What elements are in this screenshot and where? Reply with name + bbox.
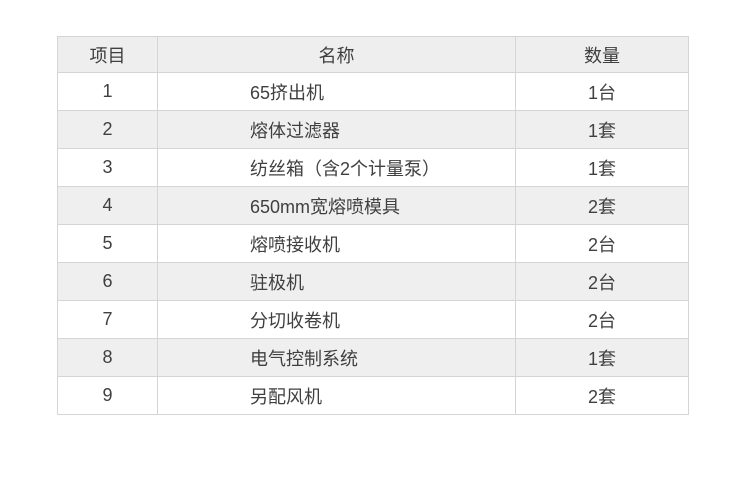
cell-qty: 2套	[515, 186, 689, 225]
cell-name: 电气控制系统	[157, 338, 516, 377]
cell-qty: 2台	[515, 224, 689, 263]
table-row: 4 650mm宽熔喷模具 2套	[57, 186, 689, 225]
cell-qty: 2套	[515, 376, 689, 415]
col-header-name: 名称	[157, 36, 516, 73]
table-row: 2 熔体过滤器 1套	[57, 110, 689, 149]
cell-qty: 2台	[515, 300, 689, 339]
table-header-row: 项目 名称 数量	[57, 36, 689, 73]
cell-qty: 1台	[515, 72, 689, 111]
table-row: 3 纺丝箱（含2个计量泵） 1套	[57, 148, 689, 187]
cell-item: 7	[57, 300, 158, 339]
cell-name: 熔喷接收机	[157, 224, 516, 263]
cell-name: 纺丝箱（含2个计量泵）	[157, 148, 516, 187]
cell-item: 5	[57, 224, 158, 263]
col-header-qty: 数量	[515, 36, 689, 73]
cell-item: 4	[57, 186, 158, 225]
cell-name: 另配风机	[157, 376, 516, 415]
cell-name: 分切收卷机	[157, 300, 516, 339]
cell-item: 2	[57, 110, 158, 149]
cell-qty: 1套	[515, 110, 689, 149]
table-row: 9 另配风机 2套	[57, 376, 689, 415]
cell-item: 9	[57, 376, 158, 415]
cell-item: 3	[57, 148, 158, 187]
cell-item: 1	[57, 72, 158, 111]
table-row: 1 65挤出机 1台	[57, 72, 689, 111]
table-row: 8 电气控制系统 1套	[57, 338, 689, 377]
equipment-spec-table: 项目 名称 数量 1 65挤出机 1台 2 熔体过滤器 1套 3 纺丝箱（含2个…	[57, 36, 689, 415]
table-row: 7 分切收卷机 2台	[57, 300, 689, 339]
cell-qty: 2台	[515, 262, 689, 301]
cell-item: 6	[57, 262, 158, 301]
col-header-item: 项目	[57, 36, 158, 73]
cell-name: 650mm宽熔喷模具	[157, 186, 516, 225]
cell-qty: 1套	[515, 148, 689, 187]
cell-name: 熔体过滤器	[157, 110, 516, 149]
table-row: 5 熔喷接收机 2台	[57, 224, 689, 263]
cell-name: 驻极机	[157, 262, 516, 301]
table-row: 6 驻极机 2台	[57, 262, 689, 301]
cell-item: 8	[57, 338, 158, 377]
cell-qty: 1套	[515, 338, 689, 377]
cell-name: 65挤出机	[157, 72, 516, 111]
